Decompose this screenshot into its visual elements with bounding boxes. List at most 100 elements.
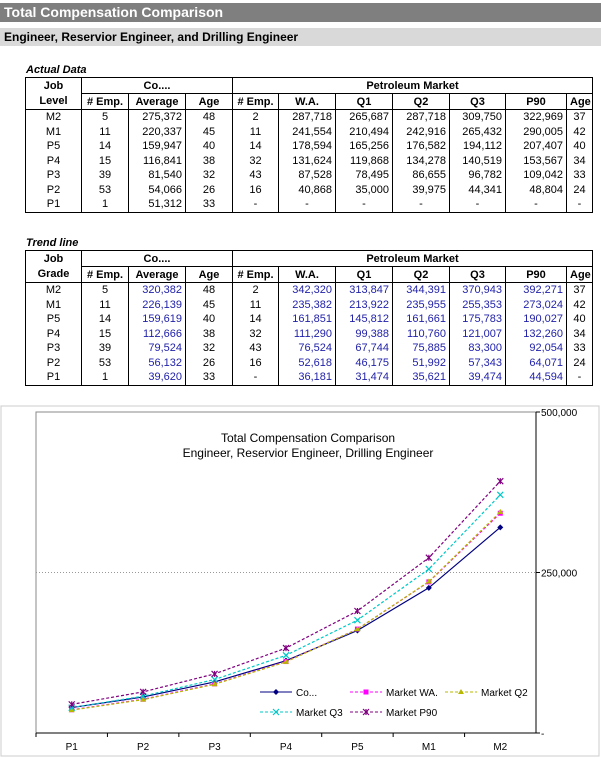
actual-data-table: Job Co.... Petroleum Market Level # Emp. Aver… (25, 77, 593, 213)
x-tick-label: M2 (493, 742, 507, 753)
table-cell: P2 (25, 355, 82, 370)
table-cell: 287,718 (278, 109, 336, 125)
table-cell: 51,992 (392, 355, 450, 370)
table-cell: - (278, 197, 336, 212)
table-cell: 161,661 (392, 312, 450, 327)
table-cell: P2 (25, 182, 82, 197)
table-cell: 210,494 (335, 124, 393, 139)
column-header: Q2 (392, 93, 450, 110)
column-header: # Emp. (232, 93, 279, 110)
table-cell: 11 (81, 124, 129, 139)
table-row: P4 15 112,666 38 32 111,290 99,388 110,760 121,0… (25, 326, 593, 341)
table-cell: 16 (232, 182, 279, 197)
table-cell: 11 (232, 297, 279, 312)
column-header: P90 (505, 93, 567, 110)
table-cell: 145,812 (335, 312, 393, 327)
table-cell: 64,071 (505, 355, 567, 370)
table-cell: 134,278 (392, 153, 450, 168)
table-cell: 32 (232, 326, 279, 341)
trend-line-caption: Trend line (26, 237, 79, 249)
table-cell: 40 (566, 139, 593, 154)
table-cell: 242,916 (392, 124, 450, 139)
table-cell: 26 (185, 355, 233, 370)
table-row: P5 14 159,619 40 14 161,851 145,812 161,661 175,… (25, 312, 593, 327)
table-cell: - (232, 197, 279, 212)
column-header: Q2 (392, 266, 450, 283)
table-row: P3 39 79,524 32 43 76,524 67,744 75,885 83,300 92… (25, 341, 593, 356)
column-header: Average (128, 93, 186, 110)
table-cell: - (335, 197, 393, 212)
data-point (363, 689, 369, 695)
table-row: P2 53 56,132 26 16 52,618 46,175 51,992 57,343 64… (25, 355, 593, 370)
table-cell: 165,256 (335, 139, 393, 154)
table-cell: 99,388 (335, 326, 393, 341)
table-row: P1 1 51,312 33- - - - - - - (25, 197, 593, 212)
table-cell: 33 (566, 168, 593, 183)
table-cell: 87,528 (278, 168, 336, 183)
table-cell: 34 (566, 326, 593, 341)
column-header: Q3 (449, 93, 506, 110)
table-row: M2 5 275,372 48 2 287,718 265,687 287,718 309,75… (25, 109, 593, 125)
table-cell: 132,260 (505, 326, 567, 341)
table-cell: 24 (566, 355, 593, 370)
table-cell: 11 (81, 297, 129, 312)
table-cell: 52,618 (278, 355, 336, 370)
table-row: M1 11 220,337 45 11 241,554 210,494 242,916 265,… (25, 124, 593, 139)
table-cell: P3 (25, 341, 82, 356)
page-subtitle: Engineer, Reservior Engineer, and Drilli… (0, 28, 601, 46)
table-cell: 14 (81, 139, 129, 154)
table-cell: 273,024 (505, 297, 567, 312)
table-cell: 33 (185, 197, 233, 212)
data-point (354, 616, 361, 624)
table-cell: - (449, 197, 506, 212)
table-cell: 79,524 (128, 341, 186, 356)
data-point (273, 689, 279, 695)
table-cell: 46,175 (335, 355, 393, 370)
table-cell: 39,975 (392, 182, 450, 197)
table-cell: 43 (232, 168, 279, 183)
data-point (140, 696, 147, 702)
table-cell: 33 (566, 341, 593, 356)
table-cell: 392,271 (505, 282, 567, 298)
table-cell: 42 (566, 297, 593, 312)
table-cell: P1 (25, 197, 82, 212)
column-header: # Emp. (232, 266, 279, 283)
table-cell: 56,132 (128, 355, 186, 370)
data-point (282, 651, 290, 659)
table-cell: 5 (81, 109, 129, 125)
table-cell: 1 (81, 197, 129, 212)
table-cell: - (392, 197, 450, 212)
header-job: Job (25, 77, 82, 94)
table-cell: 43 (232, 341, 279, 356)
table-cell: 320,382 (128, 282, 186, 298)
table-cell: 76,524 (278, 341, 336, 356)
table-cell: 48 (185, 282, 233, 298)
table-cell: P4 (25, 326, 82, 341)
table-cell: 194,112 (449, 139, 506, 154)
table-cell: 53 (81, 355, 129, 370)
table-cell: 109,042 (505, 168, 567, 183)
table-cell: 53 (81, 182, 129, 197)
data-point (496, 491, 504, 499)
page-title: Total Compensation Comparison (0, 3, 601, 22)
table-cell: 32 (232, 153, 279, 168)
table-cell: 32 (185, 341, 233, 356)
column-header: Grade (25, 266, 82, 283)
table-cell: 2 (232, 282, 279, 298)
table-cell: 57,343 (449, 355, 506, 370)
table-cell: 54,066 (128, 182, 186, 197)
table-cell: 287,718 (392, 109, 450, 125)
table-cell: 235,955 (392, 297, 450, 312)
table-cell: 112,666 (128, 326, 186, 341)
legend-label: Market P90 (386, 708, 438, 719)
table-cell: 67,744 (335, 341, 393, 356)
table-cell: 81,540 (128, 168, 186, 183)
column-header: Age (185, 266, 233, 283)
table-cell: 265,687 (335, 109, 393, 125)
table-cell: 1 (81, 370, 129, 385)
data-point (425, 584, 432, 591)
x-tick-label: M1 (422, 742, 436, 753)
table-cell: 35,000 (335, 182, 393, 197)
table-cell: 140,519 (449, 153, 506, 168)
table-cell: 48,804 (505, 182, 567, 197)
